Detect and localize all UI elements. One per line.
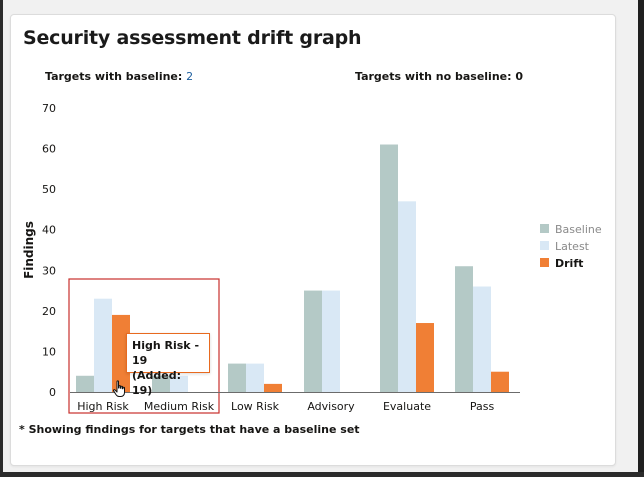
bar-baseline-low-risk[interactable]	[228, 363, 246, 392]
bar-latest-high-risk[interactable]	[94, 298, 112, 392]
targets-with-no-baseline-label: Targets with no baseline:	[355, 70, 516, 83]
legend-swatch-baseline	[540, 224, 549, 233]
bar-baseline-pass[interactable]	[455, 266, 473, 392]
bottom-border	[0, 472, 644, 477]
legend-swatch-drift	[540, 258, 549, 267]
bar-drift-high-risk[interactable]	[112, 314, 130, 392]
y-tick-label: 50	[42, 183, 56, 196]
bar-drift-pass[interactable]	[491, 371, 509, 392]
x-tick-label: Evaluate	[383, 400, 431, 413]
y-tick-label: 40	[42, 224, 56, 237]
chart-tooltip: High Risk - 19 (Added: 19)	[126, 333, 210, 397]
legend-label-drift: Drift	[555, 257, 583, 270]
x-tick-label: High Risk	[77, 400, 129, 413]
y-tick-label: 20	[42, 305, 56, 318]
bar-drift-evaluate[interactable]	[416, 323, 434, 392]
x-tick-label: Pass	[470, 400, 495, 413]
x-tick-label: Low Risk	[231, 400, 280, 413]
y-tick-label: 70	[42, 102, 56, 115]
right-border	[638, 0, 644, 477]
targets-with-no-baseline-count: 0	[515, 70, 523, 83]
hand-cursor-icon	[112, 380, 125, 397]
legend-label-latest: Latest	[555, 240, 590, 253]
bar-latest-advisory[interactable]	[322, 290, 340, 392]
bar-baseline-evaluate[interactable]	[380, 144, 398, 392]
y-tick-label: 30	[42, 264, 56, 277]
targets-with-no-baseline: Targets with no baseline: 0	[355, 70, 523, 83]
y-tick-label: 60	[42, 143, 56, 156]
bar-baseline-advisory[interactable]	[304, 290, 322, 392]
left-border	[0, 0, 3, 477]
y-tick-label: 0	[49, 386, 56, 399]
tooltip-line-1: High Risk - 19	[132, 339, 200, 367]
card-title: Security assessment drift graph	[23, 27, 362, 49]
bar-baseline-high-risk[interactable]	[76, 375, 94, 392]
x-tick-label: Medium Risk	[144, 400, 215, 413]
bar-drift-low-risk[interactable]	[264, 383, 282, 392]
bar-latest-evaluate[interactable]	[398, 201, 416, 392]
footnote: * Showing findings for targets that have…	[19, 423, 360, 436]
legend-swatch-latest	[540, 241, 549, 250]
targets-with-baseline-label: Targets with baseline:	[45, 70, 187, 83]
bar-latest-pass[interactable]	[473, 286, 491, 392]
legend-label-baseline: Baseline	[555, 223, 602, 236]
targets-with-baseline: Targets with baseline: 2	[45, 70, 193, 83]
x-tick-label: Advisory	[307, 400, 355, 413]
targets-with-baseline-count[interactable]: 2	[186, 70, 194, 83]
bar-latest-low-risk[interactable]	[246, 363, 264, 392]
selection-highlight	[68, 278, 220, 414]
tooltip-line-2: (Added: 19)	[132, 369, 182, 397]
y-tick-label: 10	[42, 345, 56, 358]
bar-baseline-medium-risk[interactable]	[152, 375, 170, 392]
bar-latest-medium-risk[interactable]	[170, 375, 188, 392]
y-axis-title: Findings	[22, 221, 36, 279]
